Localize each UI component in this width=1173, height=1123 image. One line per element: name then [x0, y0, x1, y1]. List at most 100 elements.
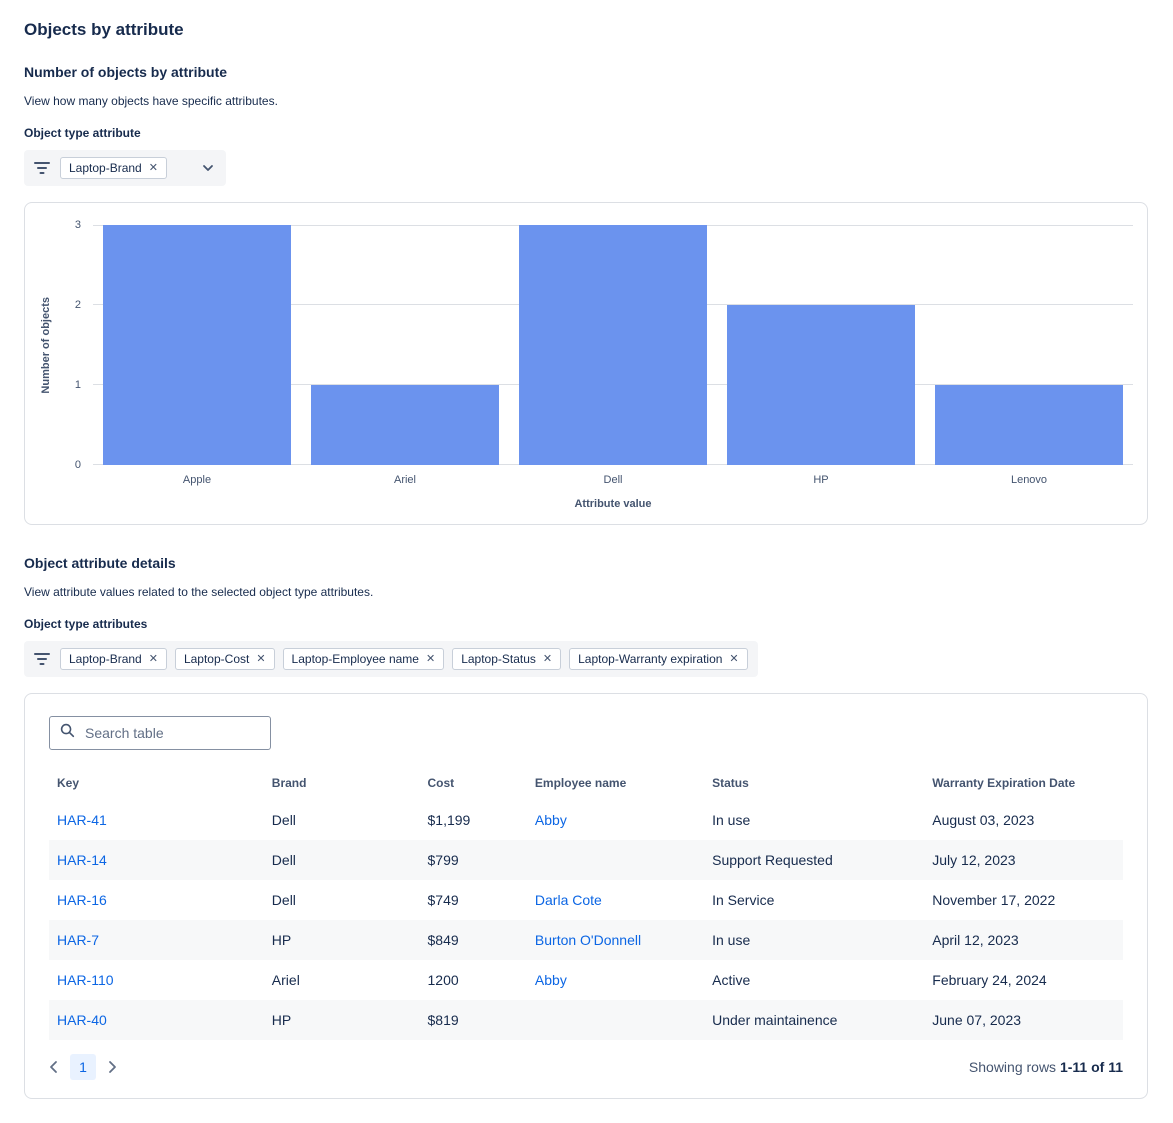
details-section-description: View attribute values related to the sel…	[24, 585, 374, 599]
filter-tag-label: Laptop-Employee name	[291, 652, 419, 666]
bar-chart: Number of objects 3 2 1 0	[35, 219, 1133, 510]
brand-cell: Dell	[271, 892, 296, 908]
rows-summary: Showing rows 1-11 of 11	[968, 1059, 1123, 1075]
filter-tag-label: Laptop-Brand	[69, 652, 142, 666]
employee-link[interactable]: Abby	[534, 812, 567, 828]
table-footer: 1 Showing rows 1-11 of 11	[49, 1054, 1123, 1080]
key-link[interactable]: HAR-7	[57, 932, 100, 948]
y-axis-ticks: 3 2 1 0	[57, 219, 93, 471]
status-cell: Active	[712, 972, 751, 988]
chart-section-heading: Number of objects by attribute	[24, 64, 228, 80]
brand-cell: HP	[271, 932, 292, 948]
attribute-details-table-card: Key Brand Cost Employee name Status Warr…	[24, 693, 1148, 1099]
column-header-status[interactable]: Status	[712, 776, 749, 790]
object-type-attribute-label: Object type attribute	[24, 126, 141, 140]
y-tick-label: 0	[74, 459, 81, 471]
employee-link[interactable]: Abby	[534, 972, 567, 988]
x-tick-label: Ariel	[393, 474, 416, 486]
table-row: HAR-16 Dell $749 Darla Cote In Service N…	[49, 880, 1123, 920]
column-header-brand[interactable]: Brand	[271, 776, 307, 790]
table-row: HAR-110 Ariel 1200 Abby Active February …	[49, 960, 1123, 1000]
object-type-attributes-select[interactable]: Laptop-Brand ✕ Laptop-Cost ✕ Laptop-Empl…	[24, 641, 758, 677]
key-link[interactable]: HAR-41	[57, 812, 107, 828]
table-row: HAR-40 HP $819 Under maintainence June 0…	[49, 1000, 1123, 1040]
warranty-cell: April 12, 2023	[932, 932, 1019, 948]
warranty-cell: February 24, 2024	[932, 972, 1047, 988]
y-tick-label: 3	[74, 219, 81, 231]
pagination: 1	[49, 1054, 117, 1080]
brand-cell: Dell	[271, 852, 296, 868]
chart-bar-ariel[interactable]	[311, 385, 499, 465]
object-type-attributes-label: Object type attributes	[24, 617, 148, 631]
remove-tag-icon[interactable]: ✕	[148, 652, 158, 665]
filter-tag-label: Laptop-Warranty expiration	[578, 652, 723, 666]
chevron-down-icon[interactable]	[202, 164, 216, 172]
key-link[interactable]: HAR-40	[57, 1012, 107, 1028]
chart-section: Number of objects by attribute View how …	[24, 64, 1148, 525]
chart-bar-dell[interactable]	[519, 225, 707, 465]
cost-cell: $849	[427, 932, 459, 948]
search-input[interactable]	[83, 724, 260, 742]
column-header-employee-name[interactable]: Employee name	[534, 776, 627, 790]
table-row: HAR-14 Dell $799 Support Requested July …	[49, 840, 1123, 880]
y-axis-label: Number of objects	[40, 296, 52, 394]
bar-slot	[717, 225, 925, 465]
cost-cell: $749	[427, 892, 459, 908]
x-tick-label: HP	[813, 474, 829, 486]
next-page-icon[interactable]	[108, 1060, 117, 1074]
filter-tag-label: Laptop-Status	[461, 652, 536, 666]
table-row: HAR-41 Dell $1,199 Abby In use August 03…	[49, 800, 1123, 840]
employee-link[interactable]: Burton O'Donnell	[534, 932, 642, 948]
chart-bar-lenovo[interactable]	[935, 385, 1123, 465]
table-row: HAR-7 HP $849 Burton O'Donnell In use Ap…	[49, 920, 1123, 960]
column-header-cost[interactable]: Cost	[427, 776, 455, 790]
chart-bar-apple[interactable]	[103, 225, 291, 465]
x-tick-label: Dell	[603, 474, 623, 486]
key-link[interactable]: HAR-14	[57, 852, 107, 868]
filter-tag-laptop-warranty-expiration[interactable]: Laptop-Warranty expiration ✕	[569, 648, 748, 670]
bar-slot	[925, 225, 1133, 465]
filter-icon	[34, 161, 50, 175]
column-header-warranty[interactable]: Warranty Expiration Date	[932, 776, 1076, 790]
plot-area	[93, 225, 1133, 465]
filter-tag-laptop-cost[interactable]: Laptop-Cost ✕	[174, 648, 275, 670]
cost-cell: $1,199	[427, 812, 471, 828]
y-tick-label: 1	[74, 379, 81, 392]
chart-bar-hp[interactable]	[727, 305, 915, 465]
cost-cell: $819	[427, 1012, 459, 1028]
filter-tag-laptop-employee-name[interactable]: Laptop-Employee name ✕	[282, 648, 445, 670]
status-cell: In use	[712, 932, 751, 948]
bar-chart-card: Number of objects 3 2 1 0	[24, 202, 1148, 525]
filter-tag-laptop-status[interactable]: Laptop-Status ✕	[452, 648, 562, 670]
cost-cell: 1200	[427, 972, 459, 988]
filter-tag-laptop-brand[interactable]: Laptop-Brand ✕	[60, 157, 167, 179]
page-number-button[interactable]: 1	[70, 1054, 96, 1080]
remove-tag-icon[interactable]: ✕	[148, 161, 158, 174]
warranty-cell: August 03, 2023	[932, 812, 1035, 828]
warranty-cell: November 17, 2022	[932, 892, 1056, 908]
employee-link[interactable]: Darla Cote	[534, 892, 602, 908]
remove-tag-icon[interactable]: ✕	[425, 652, 436, 665]
cost-cell: $799	[427, 852, 459, 868]
brand-cell: Ariel	[271, 972, 300, 988]
chart-section-description: View how many objects have specific attr…	[24, 94, 278, 108]
remove-tag-icon[interactable]: ✕	[542, 652, 553, 665]
previous-page-icon[interactable]	[49, 1060, 58, 1074]
column-header-key[interactable]: Key	[57, 776, 80, 790]
object-type-attribute-select[interactable]: Laptop-Brand ✕	[24, 150, 226, 186]
filter-tag-label: Laptop-Cost	[183, 652, 250, 666]
remove-tag-icon[interactable]: ✕	[256, 652, 266, 665]
table-search[interactable]	[49, 716, 271, 750]
bar-slot	[301, 225, 509, 465]
brand-cell: Dell	[271, 812, 296, 828]
filter-tag-laptop-brand[interactable]: Laptop-Brand ✕	[60, 648, 167, 670]
x-tick-label: Lenovo	[1010, 474, 1048, 486]
remove-tag-icon[interactable]: ✕	[729, 652, 739, 665]
key-link[interactable]: HAR-110	[57, 972, 114, 988]
details-section-heading: Object attribute details	[24, 555, 176, 571]
attribute-details-table: Key Brand Cost Employee name Status Warr…	[49, 766, 1123, 1040]
key-link[interactable]: HAR-16	[57, 892, 107, 908]
page-title: Objects by attribute	[24, 20, 184, 39]
bar-slot	[93, 225, 301, 465]
